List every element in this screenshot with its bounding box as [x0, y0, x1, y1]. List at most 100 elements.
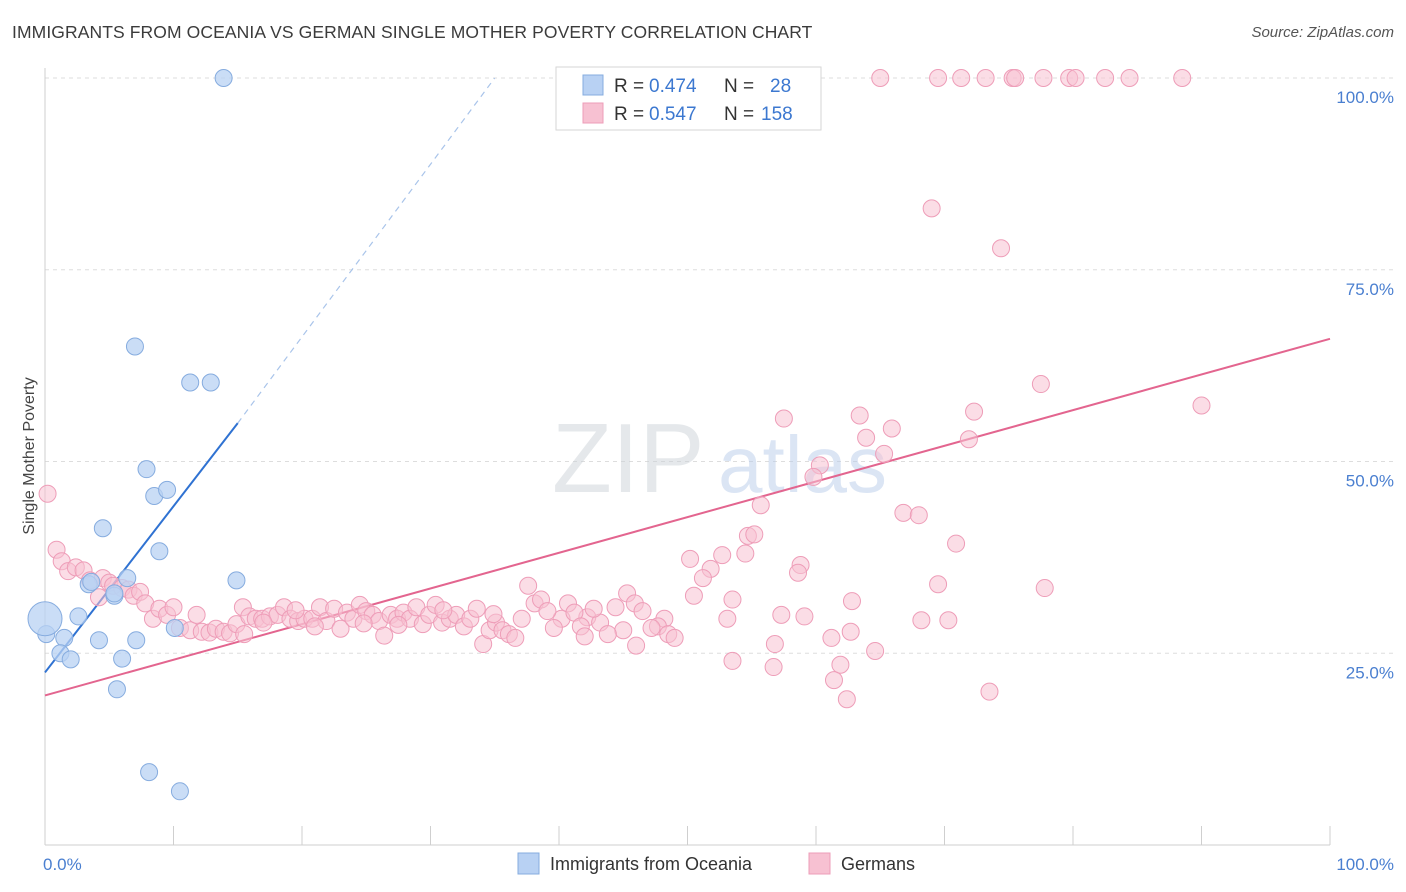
watermark: ZIP atlas	[552, 403, 887, 513]
oceania-trend-extension	[237, 77, 496, 424]
germans-point-0	[871, 69, 890, 87]
oceania-point-19	[89, 631, 108, 650]
stats-n-label-pink: N =	[724, 104, 754, 125]
stats-n-value-pink: 158	[761, 104, 793, 125]
y-tick-label-50: 50.0%	[1346, 472, 1394, 491]
series-legend-swatch-oceania	[517, 852, 540, 875]
oceania-point-8	[150, 542, 169, 561]
germans-point-39	[1035, 579, 1054, 598]
germans-point-143	[506, 628, 525, 647]
oceania-point-16	[165, 618, 184, 637]
germans-point-38	[929, 575, 948, 594]
germans-point-29	[745, 525, 764, 544]
series-legend-swatch-germans	[808, 852, 831, 875]
stats-n-label-blue: N =	[724, 76, 754, 97]
germans-point-41	[723, 590, 742, 609]
germans-point-148	[538, 602, 557, 621]
oceania-point-2	[181, 373, 200, 392]
germans-point-17	[850, 406, 869, 425]
y-tick-label-100: 100.0%	[1336, 88, 1394, 107]
stats-n-value-blue: 28	[770, 76, 791, 97]
germans-point-18	[774, 409, 793, 428]
oceania-point-27	[27, 601, 63, 637]
series-legend-label-germans: Germans	[841, 854, 915, 874]
germans-point-3	[976, 69, 995, 87]
germans-point-37	[693, 569, 712, 588]
germans-point-19	[882, 419, 901, 438]
germans-point-6	[1034, 69, 1053, 87]
source-label: Source: ZipAtlas.com	[1251, 24, 1394, 41]
germans-point-10	[1120, 69, 1139, 87]
germans-point-92	[164, 598, 183, 617]
oceania-point-12	[82, 572, 101, 591]
oceania-point-3	[201, 373, 220, 392]
oceania-point-6	[158, 480, 177, 499]
germans-point-16	[965, 402, 984, 421]
germans-point-60	[822, 628, 841, 647]
germans-point-32	[681, 549, 700, 568]
watermark-zip: ZIP	[552, 403, 704, 513]
germans-point-64	[627, 636, 646, 655]
germans-point-162	[575, 627, 594, 646]
germans-point-95	[187, 605, 206, 624]
germans-point-155	[254, 613, 273, 632]
oceania-point-26	[170, 782, 189, 801]
oceania-point-23	[113, 649, 132, 668]
stats-r-label-pink: R =	[614, 104, 644, 125]
x-tick-label-min: 0.0%	[43, 855, 82, 874]
germans-point-154	[235, 625, 254, 644]
germans-point-116	[331, 619, 350, 638]
germans-point-42	[842, 592, 861, 611]
axis-layer: 25.0% 50.0% 75.0% 100.0%	[44, 68, 1394, 846]
germans-point-72	[980, 682, 999, 701]
oceania-point-25	[140, 763, 159, 782]
oceania-point-0	[214, 69, 233, 87]
germans-point-21	[959, 430, 978, 449]
oceania-trend-line	[44, 422, 239, 674]
germans-point-14	[1031, 375, 1050, 394]
oceania-point-9	[227, 571, 246, 590]
germans-point-55	[912, 611, 931, 630]
germans-point-20	[857, 428, 876, 447]
germans-point-26	[894, 503, 913, 522]
stats-legend-swatch-blue	[582, 74, 604, 96]
germans-point-156	[286, 601, 305, 620]
germans-point-61	[841, 622, 860, 641]
germans-point-70	[824, 671, 843, 690]
germans-point-27	[909, 506, 928, 525]
series-legend-label-oceania: Immigrants from Oceania	[550, 854, 753, 874]
germans-point-36	[789, 563, 808, 582]
germans-point-58	[642, 618, 661, 637]
germans-point-144	[512, 609, 531, 628]
germans-point-69	[764, 658, 783, 677]
germans-point-57	[614, 621, 633, 640]
germans-point-11	[1173, 69, 1192, 87]
stats-legend: R = 0.474 N = 28 R = 0.547 N = 158	[555, 66, 822, 131]
germans-point-15	[1192, 396, 1211, 415]
stats-legend-swatch-pink	[582, 102, 604, 124]
germans-point-158	[354, 614, 373, 633]
oceania-point-15	[69, 607, 88, 626]
germans-point-30	[947, 534, 966, 553]
germans-point-12	[922, 199, 941, 218]
germans-point-149	[544, 618, 563, 637]
oceania-point-24	[107, 680, 126, 699]
germans-point-48	[795, 607, 814, 626]
oceania-point-10	[118, 569, 137, 588]
germans-point-25	[751, 496, 770, 515]
germans-point-2	[952, 69, 971, 87]
germans-trend-line	[44, 337, 1331, 697]
germans-point-56	[939, 611, 958, 630]
germans-point-153	[584, 599, 603, 618]
germans-point-47	[772, 605, 791, 624]
germans-point-71	[837, 690, 856, 709]
germans-point-40	[684, 586, 703, 605]
germans-point-67	[831, 655, 850, 674]
germans-point-157	[305, 617, 324, 636]
oceania-point-7	[93, 519, 112, 538]
chart-title: IMMIGRANTS FROM OCEANIA VS GERMAN SINGLE…	[12, 22, 813, 42]
germans-point-31	[713, 546, 732, 565]
germans-point-24	[804, 467, 823, 486]
germans-point-46	[633, 602, 652, 621]
